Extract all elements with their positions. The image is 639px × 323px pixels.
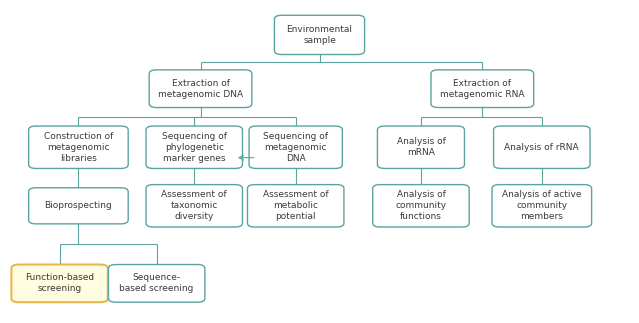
FancyBboxPatch shape [146, 185, 242, 227]
Text: Sequencing of
phylogenetic
marker genes: Sequencing of phylogenetic marker genes [162, 132, 227, 163]
FancyBboxPatch shape [492, 185, 592, 227]
Text: Analysis of active
community
members: Analysis of active community members [502, 190, 581, 221]
Text: Extraction of
metagenomic RNA: Extraction of metagenomic RNA [440, 78, 525, 99]
Text: Function-based
screening: Function-based screening [25, 273, 94, 293]
FancyBboxPatch shape [493, 126, 590, 169]
FancyBboxPatch shape [29, 126, 128, 169]
Text: Assessment of
taxonomic
diversity: Assessment of taxonomic diversity [162, 190, 227, 221]
FancyBboxPatch shape [431, 70, 534, 108]
Text: Environmental
sample: Environmental sample [286, 25, 353, 45]
Text: Analysis of rRNA: Analysis of rRNA [505, 143, 579, 152]
Text: Extraction of
metagenomic DNA: Extraction of metagenomic DNA [158, 78, 243, 99]
FancyBboxPatch shape [247, 185, 344, 227]
Text: Assessment of
metabolic
potential: Assessment of metabolic potential [263, 190, 328, 221]
Text: Sequencing of
metagenomic
DNA: Sequencing of metagenomic DNA [263, 132, 328, 163]
Text: Analysis of
mRNA: Analysis of mRNA [397, 137, 445, 157]
FancyBboxPatch shape [29, 188, 128, 224]
FancyBboxPatch shape [274, 15, 365, 55]
Text: Analysis of
community
functions: Analysis of community functions [396, 190, 447, 221]
Text: Sequence-
based screening: Sequence- based screening [119, 273, 194, 293]
Text: Bioprospecting: Bioprospecting [45, 201, 112, 210]
Text: Construction of
metagenomic
libraries: Construction of metagenomic libraries [43, 132, 113, 163]
FancyBboxPatch shape [146, 126, 242, 169]
FancyBboxPatch shape [373, 185, 469, 227]
FancyBboxPatch shape [149, 70, 252, 108]
FancyBboxPatch shape [249, 126, 343, 169]
FancyBboxPatch shape [378, 126, 465, 169]
FancyBboxPatch shape [109, 265, 205, 302]
FancyBboxPatch shape [12, 265, 108, 302]
